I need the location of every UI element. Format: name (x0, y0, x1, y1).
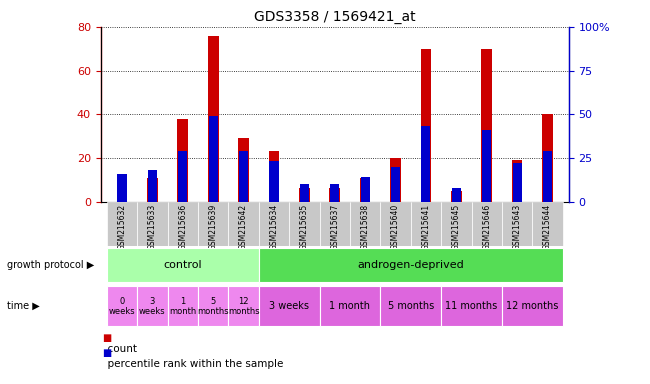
Bar (390, 158, 401, 202)
Bar (543, 151, 552, 202)
Bar (137, 286, 168, 326)
Bar (391, 167, 400, 202)
Bar (268, 151, 280, 202)
Bar (441, 286, 502, 326)
Bar (168, 202, 198, 246)
Bar (299, 189, 309, 202)
Bar (117, 177, 127, 202)
Text: control: control (164, 260, 202, 270)
Bar (107, 202, 137, 246)
Bar (532, 202, 563, 246)
Bar (330, 184, 339, 202)
Bar (107, 286, 137, 326)
Text: 3
weeks: 3 weeks (139, 296, 166, 316)
Bar (361, 177, 370, 202)
Text: percentile rank within the sample: percentile rank within the sample (101, 359, 283, 369)
Bar (482, 130, 491, 202)
Bar (441, 202, 471, 246)
Bar (421, 49, 431, 202)
Bar (360, 177, 370, 202)
Text: androgen-deprived: androgen-deprived (358, 260, 464, 270)
Bar (320, 202, 350, 246)
Bar (512, 160, 523, 202)
Bar (380, 286, 441, 326)
Text: 1
month: 1 month (169, 296, 196, 316)
Bar (452, 188, 461, 202)
Text: GSM215642: GSM215642 (239, 204, 248, 250)
Bar (137, 202, 168, 246)
Bar (421, 126, 430, 202)
Bar (239, 151, 248, 202)
Bar (208, 36, 218, 202)
Text: 0
weeks: 0 weeks (109, 296, 135, 316)
Text: 11 months: 11 months (445, 301, 498, 311)
Bar (482, 49, 492, 202)
Bar (269, 161, 279, 202)
Text: GSM215646: GSM215646 (482, 204, 491, 250)
Bar (259, 286, 320, 326)
Text: 12
months: 12 months (227, 296, 259, 316)
Bar (228, 202, 259, 246)
Text: 3 weeks: 3 weeks (269, 301, 309, 311)
Text: GSM215637: GSM215637 (330, 204, 339, 250)
Text: count: count (101, 344, 136, 354)
Bar (209, 116, 218, 202)
Text: GSM215641: GSM215641 (421, 204, 430, 250)
Text: ■: ■ (102, 348, 111, 358)
Bar (300, 184, 309, 202)
Bar (228, 286, 259, 326)
Bar (168, 286, 198, 326)
Text: GSM215632: GSM215632 (118, 204, 127, 250)
Text: time ▶: time ▶ (6, 301, 39, 311)
Text: growth protocol ▶: growth protocol ▶ (6, 260, 94, 270)
Text: GSM215635: GSM215635 (300, 204, 309, 250)
Bar (147, 177, 158, 202)
Text: 1 month: 1 month (330, 301, 370, 311)
Bar (330, 189, 340, 202)
Bar (350, 202, 380, 246)
Text: GSM215644: GSM215644 (543, 204, 552, 250)
Bar (451, 191, 462, 202)
Text: 5
months: 5 months (198, 296, 229, 316)
Bar (148, 170, 157, 202)
Bar (502, 202, 532, 246)
Text: GSM215639: GSM215639 (209, 204, 218, 250)
Text: GSM215640: GSM215640 (391, 204, 400, 250)
Bar (177, 119, 188, 202)
Bar (259, 202, 289, 246)
Bar (542, 114, 552, 202)
Bar (198, 286, 228, 326)
Bar (107, 248, 259, 282)
Bar (513, 163, 522, 202)
Bar (178, 151, 187, 202)
Text: 5 months: 5 months (387, 301, 434, 311)
Bar (380, 202, 411, 246)
Text: GSM215633: GSM215633 (148, 204, 157, 250)
Text: GSM215645: GSM215645 (452, 204, 461, 250)
Text: GSM215638: GSM215638 (361, 204, 370, 250)
Bar (320, 286, 380, 326)
Bar (411, 202, 441, 246)
Text: GSM215634: GSM215634 (270, 204, 278, 250)
Bar (239, 138, 249, 202)
Title: GDS3358 / 1569421_at: GDS3358 / 1569421_at (254, 10, 415, 25)
Bar (118, 174, 127, 202)
Bar (259, 248, 563, 282)
Bar (289, 202, 320, 246)
Text: GSM215643: GSM215643 (513, 204, 521, 250)
Text: ■: ■ (102, 333, 111, 343)
Bar (502, 286, 563, 326)
Bar (198, 202, 228, 246)
Bar (471, 202, 502, 246)
Text: GSM215636: GSM215636 (178, 204, 187, 250)
Text: 12 months: 12 months (506, 301, 558, 311)
